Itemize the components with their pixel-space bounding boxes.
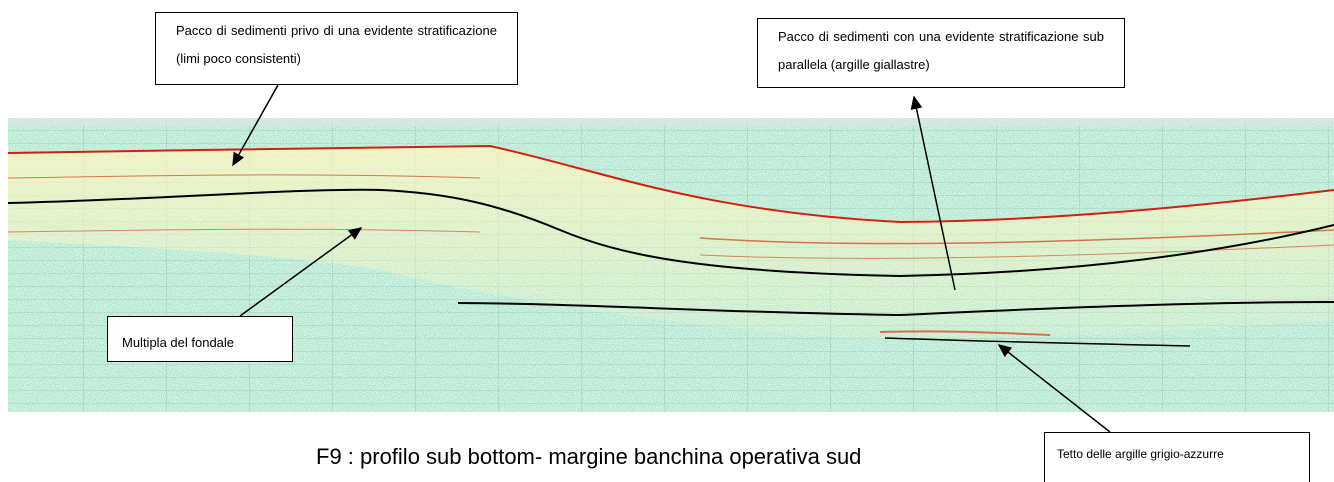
annotation-box: Pacco di sedimenti privo di una evidente…: [155, 12, 518, 85]
annotation-box: Tetto delle argille grigio-azzurre: [1044, 432, 1310, 482]
figure-caption: F9 : profilo sub bottom- margine banchin…: [316, 444, 861, 470]
annotation-box: Multipla del fondale: [107, 316, 293, 362]
annotation-box: Pacco di sedimenti con una evidente stra…: [757, 18, 1125, 88]
page: Pacco di sedimenti privo di una evidente…: [0, 0, 1334, 482]
seismic-section: [8, 118, 1334, 412]
